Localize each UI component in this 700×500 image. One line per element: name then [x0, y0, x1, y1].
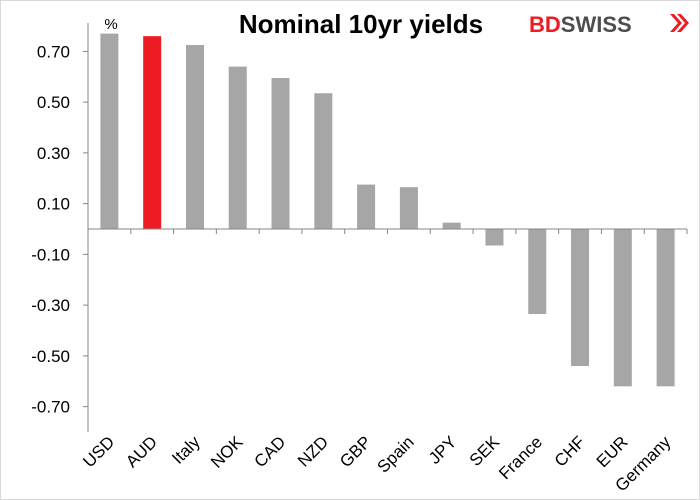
- category-label: NZD: [294, 432, 332, 470]
- brand-logo: BDSWISS: [529, 12, 689, 37]
- axes: [87, 23, 688, 432]
- category-label: Spain: [374, 432, 418, 476]
- bars: [100, 33, 675, 387]
- y-tick-label: 0.50: [37, 93, 70, 112]
- bar-nzd: [314, 93, 333, 230]
- category-label: CAD: [251, 432, 290, 471]
- y-tick-label: -0.50: [31, 347, 70, 366]
- bar-eur: [613, 229, 632, 387]
- chart-title: Nominal 10yr yields: [239, 9, 483, 39]
- category-label: EUR: [593, 432, 632, 471]
- bar-gbp: [357, 184, 376, 229]
- category-label: SEK: [466, 432, 504, 470]
- category-label: AUD: [122, 432, 161, 471]
- category-label: NOK: [207, 432, 247, 472]
- bar-italy: [185, 45, 204, 229]
- bar-france: [528, 229, 547, 315]
- bar-aud: [143, 36, 162, 230]
- bar-germany: [656, 229, 675, 387]
- logo-bd-part: BD: [529, 12, 561, 37]
- bar-sek: [485, 229, 504, 246]
- unit-label: %: [104, 16, 117, 33]
- category-label: USD: [79, 432, 118, 471]
- y-tick-label: 0.10: [37, 195, 70, 214]
- bar-chf: [571, 229, 590, 367]
- bar-cad: [271, 78, 290, 229]
- category-label: CHF: [551, 432, 589, 470]
- logo-text-bd: BDSWISS: [529, 12, 632, 37]
- y-tick-label: -0.70: [31, 398, 70, 417]
- y-tick-label: 0.30: [37, 144, 70, 163]
- bar-usd: [100, 33, 119, 229]
- double-chevron-icon: [670, 14, 689, 32]
- category-label: Italy: [168, 432, 204, 468]
- category-label: France: [495, 432, 546, 483]
- y-tick-label: 0.70: [37, 42, 70, 61]
- logo-swiss-part: SWISS: [561, 12, 632, 37]
- y-tick-label: -0.30: [31, 296, 70, 315]
- category-label: GBP: [336, 432, 375, 471]
- y-tick-label: -0.10: [31, 245, 70, 264]
- bar-nok: [228, 66, 247, 229]
- category-label: JPY: [425, 432, 460, 467]
- bar-jpy: [442, 222, 461, 229]
- bar-spain: [399, 187, 418, 229]
- y-axis-ticks: 0.70 0.50 0.30 0.10 -0.10 -0.30 -0.50 -0.70: [31, 42, 88, 417]
